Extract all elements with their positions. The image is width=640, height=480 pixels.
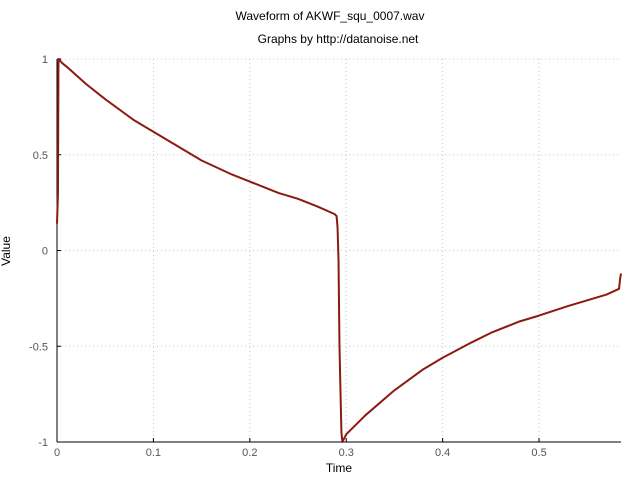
x-tick-label: 0.2 [242,447,257,459]
x-axis-label: Time [326,461,353,475]
x-tick-label: 0.4 [435,447,450,459]
x-tick-label: 0 [54,447,60,459]
chart-subtitle: Graphs by http://datanoise.net [258,32,419,46]
y-tick-label: 0 [42,246,48,258]
x-tick-label: 0.1 [146,447,161,459]
y-axis-label: Value [0,236,13,266]
chart-title: Waveform of AKWF_squ_0007.wav [236,9,425,23]
series [56,58,622,443]
x-ticks: 0 0.1 0.2 0.3 0.4 0.5 [54,438,547,459]
x-tick-label: 0.3 [339,447,354,459]
y-tick-label: -1 [38,437,48,449]
waveform-line [56,58,622,443]
y-tick-label: 0.5 [33,150,48,162]
y-tick-label: -0.5 [29,341,48,353]
y-ticks: 1 0.5 0 -0.5 -1 [29,54,61,449]
x-tick-label: 0.5 [531,447,546,459]
y-tick-label: 1 [42,54,48,66]
